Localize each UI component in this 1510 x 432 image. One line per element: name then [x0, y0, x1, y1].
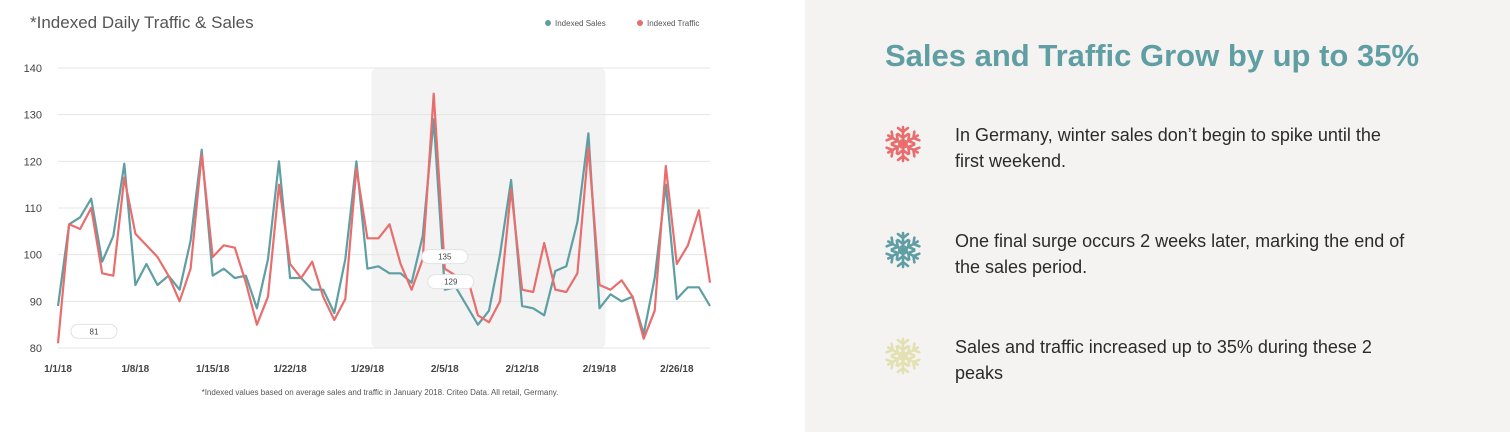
bullet-final-surge: One final surge occurs 2 weeks later, ma…: [883, 228, 1405, 288]
x-tick-label: 2/12/18: [505, 364, 539, 375]
bullet-increase: Sales and traffic increased up to 35% du…: [883, 334, 1403, 394]
bullet-winter-spike: In Germany, winter sales don’t begin to …: [883, 122, 1403, 182]
callout-text: 135: [438, 253, 452, 262]
x-tick-label: 1/1/18: [44, 364, 72, 375]
legend-label: Indexed Sales: [555, 19, 606, 28]
chart-footnote: *Indexed values based on average sales a…: [202, 388, 559, 397]
callout-text: 81: [90, 327, 99, 336]
y-tick-label: 80: [30, 343, 42, 355]
y-tick-label: 120: [24, 156, 42, 168]
callout-label: 135: [421, 249, 469, 265]
line-chart: 80 90 100 110 120 130 140 1/1/18 1/8/18 1/15/18 1…: [24, 13, 712, 397]
y-tick-label: 110: [24, 203, 42, 215]
headline: Sales and Traffic Grow by up to 35%: [885, 38, 1420, 73]
legend-label: Indexed Traffic: [647, 19, 699, 28]
x-tick-label: 1/8/18: [121, 364, 149, 375]
x-tick-label: 1/15/18: [196, 364, 230, 375]
info-panel: Sales and Traffic Grow by up to 35% In G…: [805, 0, 1510, 432]
snowflake-icon: [885, 125, 921, 163]
snowflake-icon: [885, 337, 921, 375]
y-tick-label: 100: [24, 250, 42, 262]
indexed-sales-line: [56, 118, 711, 336]
callout-text: 129: [444, 278, 458, 287]
legend-marker: [637, 20, 643, 26]
bullet-text: One final surge occurs 2 weeks later, ma…: [955, 231, 1405, 277]
bullet-text: In Germany, winter sales don’t begin to …: [955, 125, 1381, 171]
indexed-traffic-line: [56, 92, 712, 344]
callout-pill: [70, 323, 118, 339]
snowflake-icon: [885, 231, 921, 269]
x-tick-label: 1/29/18: [351, 364, 385, 375]
legend-marker: [545, 20, 551, 26]
chart-title: *Indexed Daily Traffic & Sales: [30, 13, 254, 32]
y-tick-label: 130: [24, 110, 42, 122]
callout-pill: [421, 249, 469, 265]
callout-pill: [427, 274, 475, 290]
x-tick-label: 2/5/18: [431, 364, 459, 375]
y-tick-label: 140: [24, 63, 42, 75]
bullet-text: Sales and traffic increased up to 35% du…: [955, 337, 1372, 383]
callout-label: 129: [427, 274, 475, 290]
callout-label: 81: [70, 323, 118, 339]
x-tick-label: 2/19/18: [583, 364, 617, 375]
x-tick-label: 1/22/18: [273, 364, 307, 375]
chart-panel: 80 90 100 110 120 130 140 1/1/18 1/8/18 1/15/18 1…: [23, 13, 712, 397]
y-tick-label: 90: [30, 296, 42, 308]
x-tick-label: 2/26/18: [660, 364, 694, 375]
